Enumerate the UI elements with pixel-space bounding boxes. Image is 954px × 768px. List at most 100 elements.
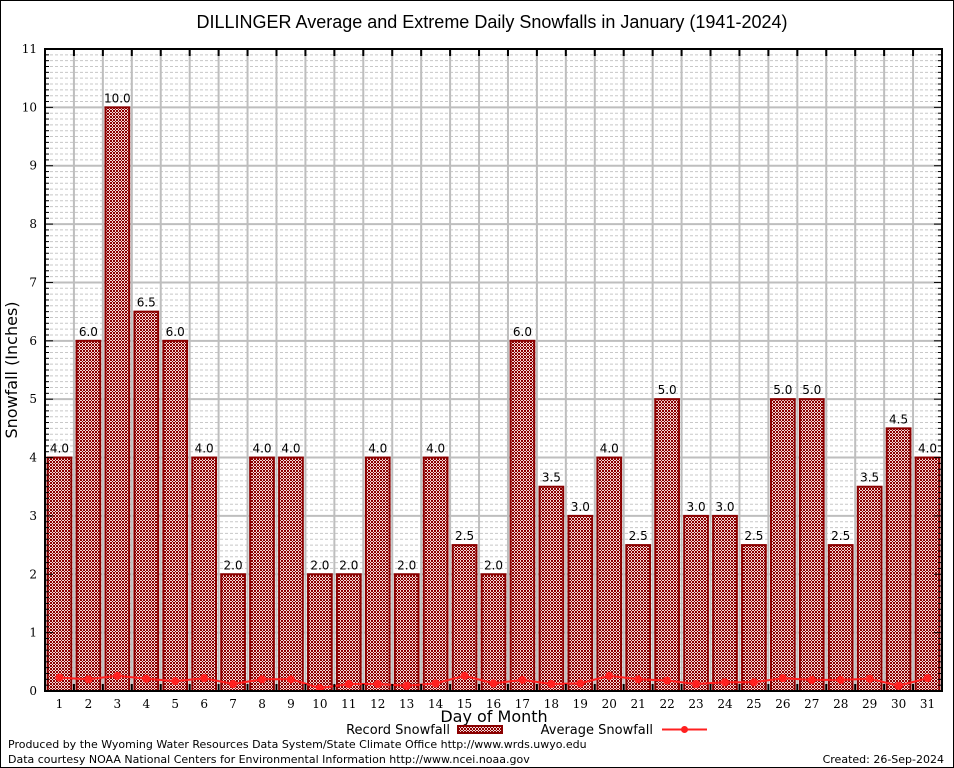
average-point-day-2 xyxy=(84,675,93,684)
y-tick-label: 11 xyxy=(22,42,37,56)
y-tick-label: 9 xyxy=(29,159,37,173)
average-point-day-28 xyxy=(836,675,845,684)
bar-value-label: 4.0 xyxy=(368,442,387,456)
record-bar-day-30 xyxy=(885,427,912,692)
x-tick-label: 24 xyxy=(717,697,733,711)
footer-produced-by: Produced by the Wyoming Water Resources … xyxy=(8,738,587,751)
x-tick-label: 7 xyxy=(229,697,237,711)
record-bar-day-21 xyxy=(625,544,652,692)
record-bar-day-7 xyxy=(220,573,246,692)
x-tick-label: 16 xyxy=(486,697,501,711)
x-tick-label: 29 xyxy=(862,697,877,711)
record-bar-day-4 xyxy=(133,310,160,692)
y-tick-label: 3 xyxy=(29,509,37,523)
record-bar-day-28 xyxy=(827,544,854,692)
bar-value-label: 6.0 xyxy=(513,325,532,339)
average-point-day-18 xyxy=(547,679,556,688)
bar-value-label: 2.5 xyxy=(629,529,648,543)
bar-value-label: 6.5 xyxy=(137,296,156,310)
bar-value-label: 2.5 xyxy=(744,529,763,543)
x-tick-label: 14 xyxy=(428,697,444,711)
bar-value-label: 2.0 xyxy=(397,558,416,572)
record-bar-day-27 xyxy=(798,398,825,692)
y-tick-label: 5 xyxy=(29,392,37,406)
bar-value-label: 4.5 xyxy=(889,412,908,426)
axes xyxy=(44,48,943,692)
y-tick-label: 1 xyxy=(29,626,37,640)
x-tick-label: 21 xyxy=(631,697,646,711)
x-tick-label: 22 xyxy=(659,697,674,711)
average-point-day-30 xyxy=(894,681,903,690)
record-bar-day-2 xyxy=(75,339,102,692)
average-point-day-25 xyxy=(749,678,758,687)
x-tick-label: 13 xyxy=(399,697,414,711)
average-point-day-20 xyxy=(605,671,614,680)
record-bar-day-8 xyxy=(249,456,275,692)
record-bar-day-19 xyxy=(567,514,594,693)
average-point-day-9 xyxy=(286,675,295,684)
record-bar-day-25 xyxy=(741,544,767,692)
record-bar-day-16 xyxy=(480,573,507,692)
bar-value-label: 5.0 xyxy=(773,383,792,397)
record-bar-day-23 xyxy=(683,514,709,693)
average-point-day-27 xyxy=(807,675,816,684)
record-bar-day-11 xyxy=(335,573,362,692)
x-tick-label: 5 xyxy=(171,697,179,711)
record-bar-day-20 xyxy=(596,456,623,692)
bar-value-label: 6.0 xyxy=(166,325,185,339)
x-axis-label: Day of Month xyxy=(440,707,547,726)
legend: Record Snowfall Average Snowfall xyxy=(346,723,707,738)
record-bar-day-24 xyxy=(712,514,738,693)
average-point-day-23 xyxy=(692,679,701,688)
record-bar-day-5 xyxy=(162,339,189,692)
bar-value-label: 2.0 xyxy=(224,558,243,572)
average-point-day-5 xyxy=(171,677,180,686)
x-tick-labels: 1 2 3 4 5 6 7 8 9 10 11 12 13 14 15 16 17 18 19 20 21 22 23 24 2… xyxy=(56,697,936,711)
bar-value-label: 2.0 xyxy=(484,558,503,572)
average-point-day-13 xyxy=(402,681,411,690)
x-tick-label: 31 xyxy=(920,697,935,711)
record-bar-day-17 xyxy=(509,339,536,692)
average-point-day-15 xyxy=(460,671,469,680)
bar-value-label: 4.0 xyxy=(195,442,214,456)
x-tick-label: 30 xyxy=(891,697,906,711)
bar-value-label: 2.0 xyxy=(339,558,358,572)
x-tick-label: 12 xyxy=(370,697,385,711)
average-point-day-29 xyxy=(865,674,874,683)
x-tick-label: 26 xyxy=(775,697,790,711)
legend-label-average: Average Snowfall xyxy=(541,723,653,738)
bar-value-label: 2.5 xyxy=(831,529,850,543)
y-tick-label: 2 xyxy=(29,567,37,581)
y-tick-label: 8 xyxy=(29,217,37,231)
record-bar-day-6 xyxy=(191,456,218,692)
bar-value-label: 3.0 xyxy=(715,500,734,514)
average-point-day-3 xyxy=(113,671,122,680)
record-bar-day-9 xyxy=(278,456,304,692)
y-axis-label: Snowfall (Inches) xyxy=(2,301,21,438)
x-tick-label: 10 xyxy=(312,697,327,711)
record-bar-day-10 xyxy=(307,573,333,692)
bar-value-label: 3.0 xyxy=(571,500,590,514)
record-bar-day-13 xyxy=(393,573,420,692)
x-tick-label: 15 xyxy=(457,697,472,711)
average-point-day-26 xyxy=(778,674,787,683)
bar-value-labels: 4.0 6.0 10.0 6.5 6.0 4.0 2.0 4.0 4.0 2.0 2.0 4.0 2.0… xyxy=(50,91,937,572)
x-tick-label: 6 xyxy=(200,697,208,711)
bar-value-label: 4.0 xyxy=(600,442,619,456)
bar-value-label: 3.5 xyxy=(542,471,561,485)
record-bar-day-14 xyxy=(422,456,449,692)
x-tick-label: 11 xyxy=(341,697,356,711)
average-point-day-19 xyxy=(576,679,585,688)
footer-data-courtesy: Data courtesy NOAA National Centers for … xyxy=(8,753,530,766)
bar-value-label: 4.0 xyxy=(50,442,69,456)
x-tick-label: 3 xyxy=(114,697,122,711)
bar-value-label: 4.0 xyxy=(281,442,300,456)
record-bar-day-15 xyxy=(451,544,478,692)
footer-created-date: Created: 26-Sep-2024 xyxy=(823,753,944,766)
bar-value-label: 4.0 xyxy=(426,442,445,456)
chart-title: DILLINGER Average and Extreme Daily Snow… xyxy=(197,12,788,32)
bar-value-label: 4.0 xyxy=(918,442,937,456)
x-tick-label: 25 xyxy=(746,697,761,711)
bar-value-label: 5.0 xyxy=(802,383,821,397)
y-tick-label: 7 xyxy=(29,275,37,289)
